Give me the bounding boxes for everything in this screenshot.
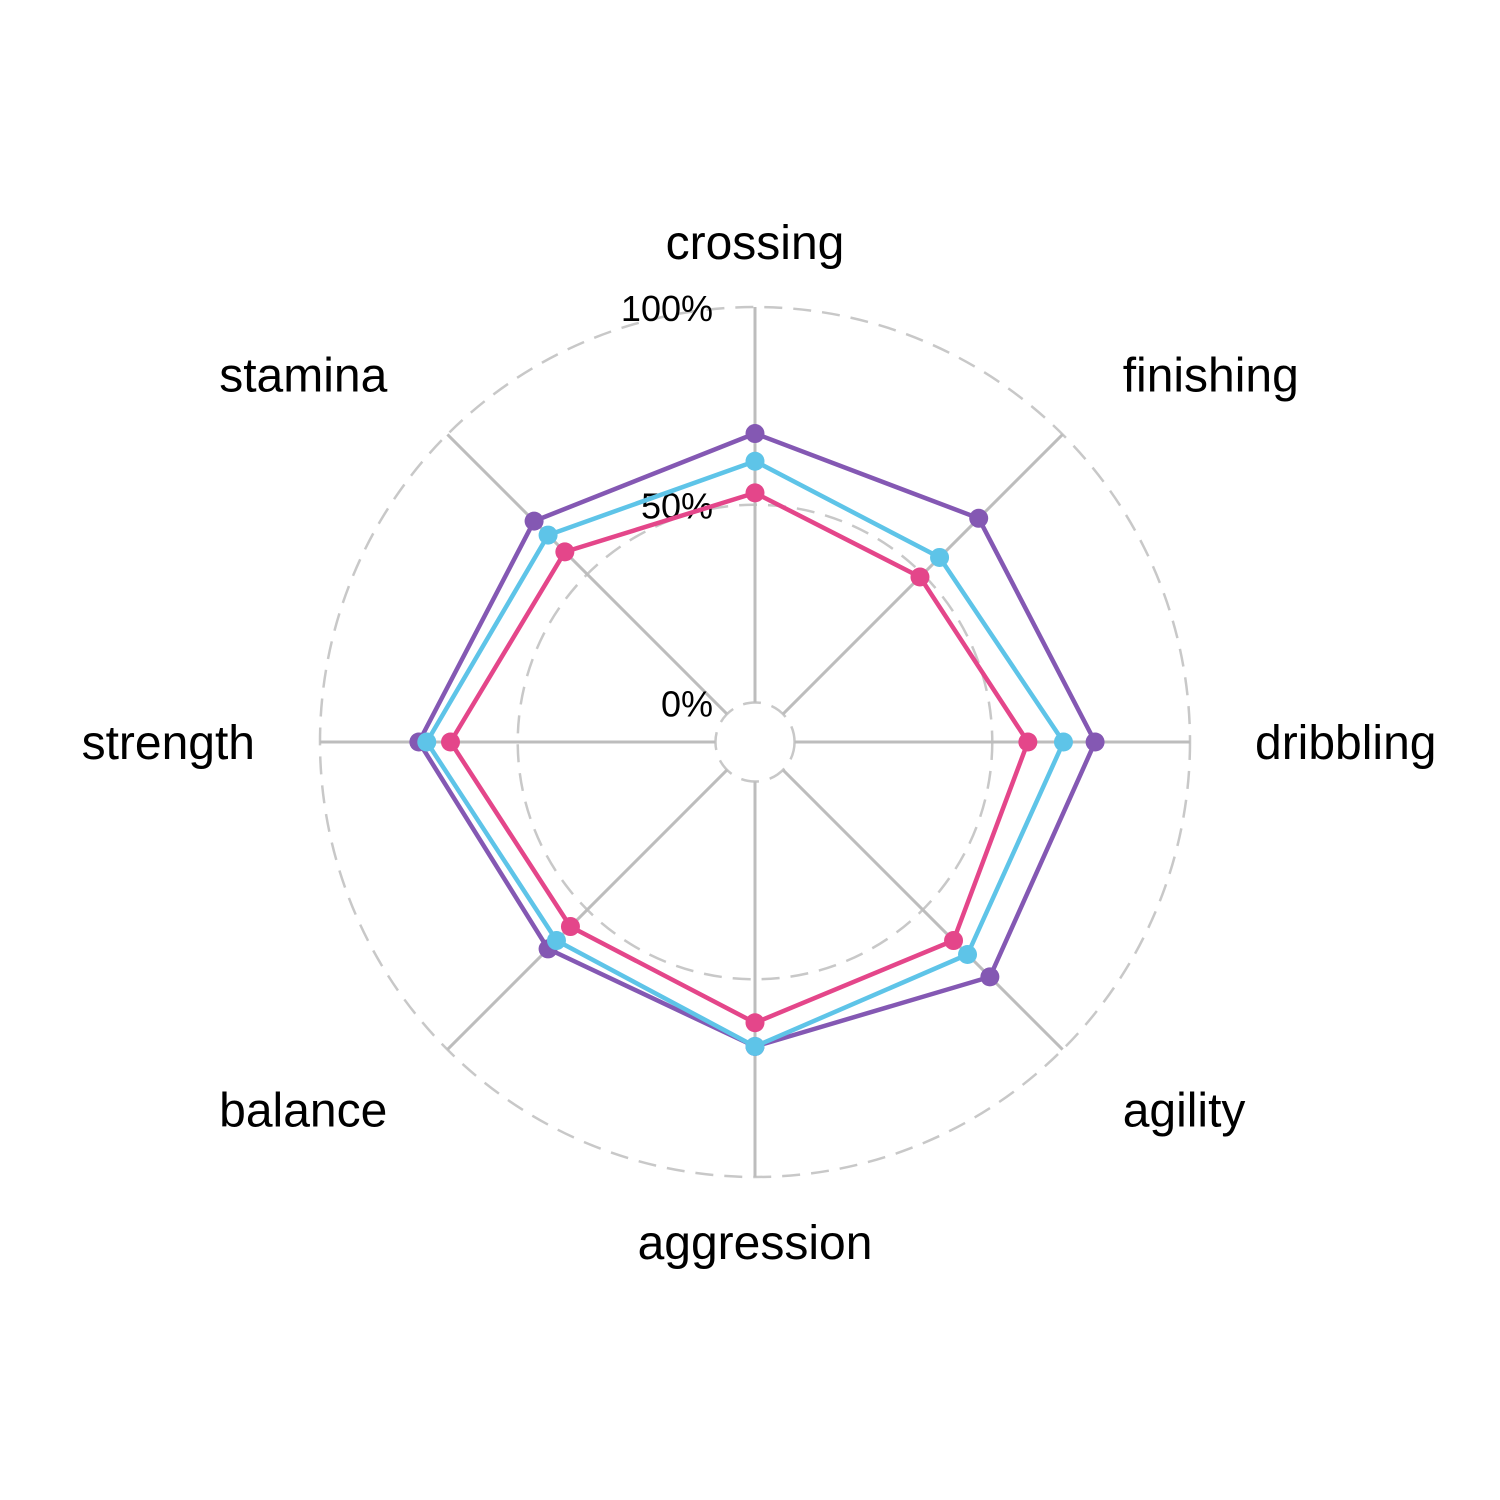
series-1-point-agility [958,945,978,965]
series-1-point-balance [546,931,566,951]
axis-label-dribbling: dribbling [1255,717,1436,770]
series-0-line [416,431,1098,1049]
series-2-point-agility [944,931,964,951]
series-2 [441,483,1038,1033]
series-layer [409,424,1105,1056]
grid-label-0: 0% [661,683,713,724]
axis-label-finishing: finishing [1123,349,1299,402]
series-1-point-crossing [745,451,765,471]
series-1-point-stamina [538,525,558,545]
series-2-line [448,490,1031,1026]
grid-labels: 0% 50% 100% [621,288,713,724]
series-0 [409,424,1105,1056]
spoke-agility [781,768,1064,1051]
series-2-point-strength [441,732,460,752]
series-2-point-balance [560,917,580,937]
series-2-point-aggression [745,1013,765,1033]
axis-label-agility: agility [1123,1085,1246,1138]
series-2-point-crossing [745,483,765,503]
series-0-point-finishing [969,508,989,528]
axis-labels: crossing finishing dribbling agility agg… [82,217,1437,1270]
series-1-point-aggression [745,1037,765,1056]
spoke-stamina [446,433,729,716]
axis-label-aggression: aggression [638,1217,873,1270]
series-1 [417,451,1073,1056]
grid-label-100: 100% [621,288,713,329]
series-2-point-finishing [910,567,930,587]
axis-label-stamina: stamina [219,349,387,402]
axis-label-crossing: crossing [666,217,845,270]
series-1-point-dribbling [1053,732,1073,752]
series-2-point-dribbling [1018,732,1038,752]
series-0-point-dribbling [1085,732,1105,752]
series-1-point-strength [417,732,437,752]
axis-label-strength: strength [82,717,255,770]
axis-label-balance: balance [219,1085,387,1138]
series-0-point-crossing [745,424,765,444]
series-0-point-agility [980,967,1000,987]
series-1-point-finishing [930,547,950,567]
grid-label-50: 50% [641,486,713,527]
spoke-balance [446,768,729,1051]
series-0-point-stamina [524,511,544,531]
series-2-point-stamina [555,542,575,562]
grid-ring-0 [714,701,796,783]
